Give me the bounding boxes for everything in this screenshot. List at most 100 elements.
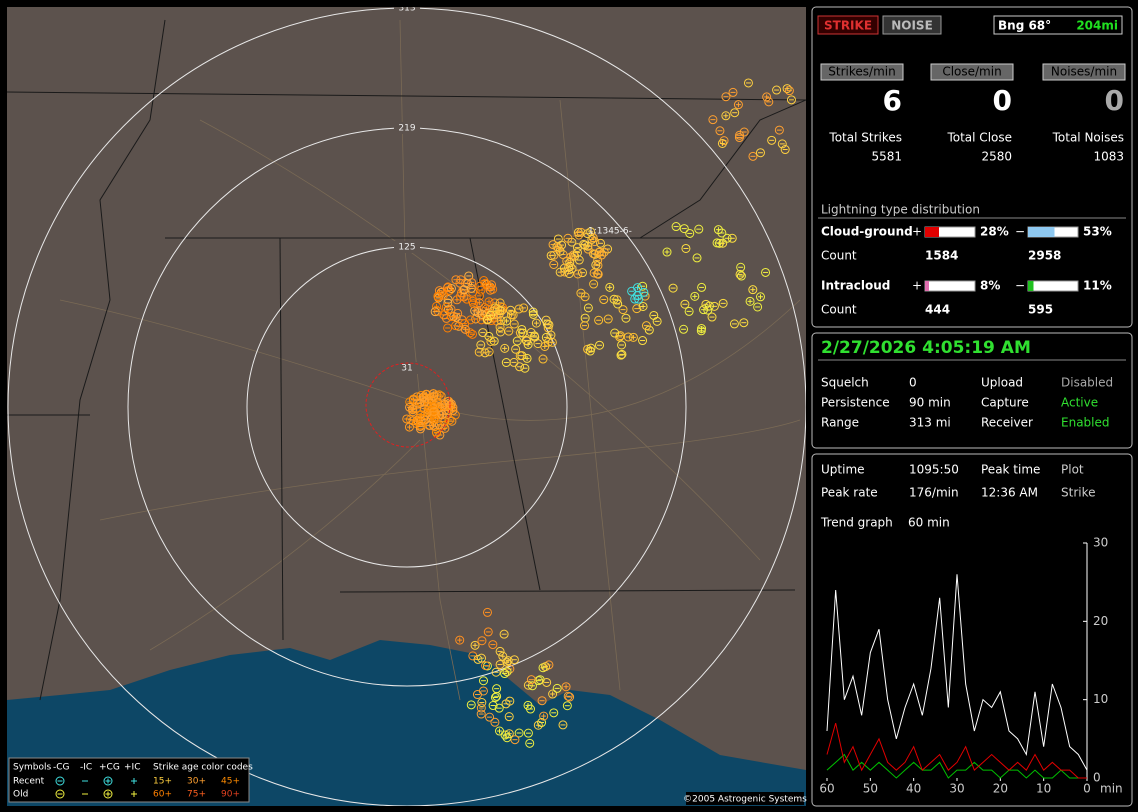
strike-symbol — [476, 340, 486, 350]
strike-symbol — [690, 291, 700, 301]
strike-symbol — [525, 738, 535, 748]
range-label: 31 — [401, 364, 412, 374]
strike-symbol — [508, 310, 518, 320]
strike-symbol — [428, 389, 438, 399]
noise-button-label: NOISE — [891, 19, 933, 33]
x-axis-label: min — [1100, 782, 1123, 796]
status-item: Disabled — [1061, 376, 1113, 390]
strike-symbol — [515, 362, 525, 372]
strike-symbol — [485, 712, 495, 722]
percent-label: 28% — [980, 225, 1009, 239]
rates-panel — [811, 6, 1133, 328]
strike-symbol — [492, 684, 502, 694]
status-item: Enabled — [1061, 416, 1110, 430]
strike-symbol — [703, 305, 713, 315]
strike-symbol — [577, 268, 587, 278]
strike-symbol — [717, 138, 727, 148]
status-item: 90 min — [909, 396, 951, 410]
noise-button[interactable] — [882, 15, 942, 35]
strike-symbol — [586, 343, 596, 353]
distance: 204mi — [1076, 19, 1118, 33]
state-borders — [7, 19, 806, 701]
status-item: Persistence — [821, 396, 890, 410]
strike-symbol — [553, 243, 563, 253]
strike-symbol — [696, 326, 706, 336]
strike-symbol — [490, 303, 500, 313]
strike-symbol — [495, 306, 505, 316]
x-tick-label: 20 — [993, 782, 1008, 796]
status-item: Squelch — [821, 376, 869, 390]
strike-button-label: STRIKE — [824, 19, 872, 33]
legend-row-label: Old — [13, 790, 28, 800]
stat-item: Peak rate — [821, 486, 878, 500]
total-label: Total Strikes — [828, 131, 902, 145]
trend-label: Trend graph — [820, 516, 893, 530]
count: 2958 — [1028, 249, 1061, 263]
strike-symbol — [500, 669, 510, 679]
percent-bar — [1028, 281, 1034, 291]
strike-symbol — [486, 336, 496, 346]
strike-symbol — [591, 260, 601, 270]
strike-symbol — [739, 318, 749, 328]
rate-value: 0 — [1105, 84, 1124, 117]
strike-symbol — [432, 301, 442, 311]
strike-symbol — [692, 253, 702, 263]
strike-symbol — [641, 321, 651, 331]
rate-label-box — [820, 63, 904, 81]
percent-track — [924, 280, 976, 292]
strike-symbol — [523, 680, 533, 690]
strike-symbols — [402, 78, 796, 748]
legend-header: -CG — [53, 763, 70, 773]
age-code: 75+ — [187, 790, 206, 800]
strike-symbol — [596, 238, 606, 248]
strike-symbol — [408, 407, 418, 417]
strike-symbol — [509, 319, 519, 329]
strike-symbol — [546, 330, 556, 340]
strike-symbol — [603, 314, 613, 324]
strike-symbol — [721, 111, 731, 121]
strike-symbol — [574, 230, 584, 240]
strike-symbol — [782, 84, 792, 94]
trend-line — [826, 574, 1088, 771]
strike-symbol — [418, 392, 428, 402]
strike-button[interactable] — [817, 15, 879, 35]
strike-symbol — [509, 357, 519, 367]
sign: + — [912, 225, 922, 239]
strike-symbol — [490, 692, 500, 702]
strike-symbol — [777, 139, 787, 149]
legend-header: -IC — [80, 763, 92, 773]
stat-item: 176/min — [909, 486, 959, 500]
strike-symbol — [617, 340, 627, 350]
strike-symbol — [668, 283, 678, 293]
age-code: 60+ — [153, 790, 172, 800]
strike-symbol — [755, 148, 765, 158]
strike-symbol — [500, 730, 510, 740]
strike-symbol — [523, 728, 533, 738]
strike-symbol — [715, 126, 725, 136]
strike-symbol — [558, 250, 568, 260]
strike-symbol — [476, 285, 486, 295]
legend-header: Symbols — [13, 763, 52, 773]
strike-symbol — [679, 224, 689, 234]
strike-symbol — [494, 703, 504, 713]
type-label: Intracloud — [821, 279, 890, 293]
y-tick-label: 0 — [1093, 771, 1101, 785]
strike-symbol — [439, 290, 449, 300]
count: 595 — [1028, 303, 1053, 317]
strike-symbol — [610, 328, 620, 338]
x-tick-label: 0 — [1083, 782, 1091, 796]
strike-symbol — [506, 305, 516, 315]
strike-symbol — [762, 92, 772, 102]
strike-symbol — [681, 243, 691, 253]
legend-row-label: Recent — [13, 777, 45, 787]
range-label: 313 — [398, 4, 415, 14]
strike-symbol — [755, 292, 765, 302]
strike-symbol — [615, 331, 625, 341]
sign: + — [912, 279, 922, 293]
strike-symbol — [55, 789, 65, 799]
strike-symbol — [701, 299, 711, 309]
strike-symbol — [474, 298, 484, 308]
rate-label-box — [930, 63, 1014, 81]
rate-label-box — [1042, 63, 1126, 81]
strike-symbol — [542, 677, 552, 687]
